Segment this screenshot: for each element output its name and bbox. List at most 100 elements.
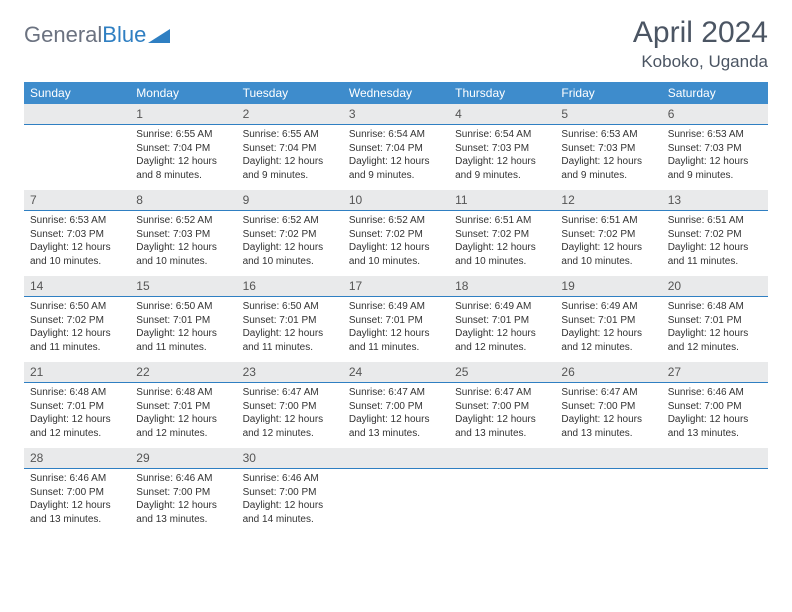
day-number: 28 — [24, 448, 130, 469]
calendar-cell: 15Sunrise: 6:50 AMSunset: 7:01 PMDayligh… — [130, 276, 236, 362]
detail-line: and 9 minutes. — [455, 169, 549, 183]
day-number — [24, 104, 130, 125]
weekday-header: Friday — [555, 82, 661, 104]
calendar-cell: 17Sunrise: 6:49 AMSunset: 7:01 PMDayligh… — [343, 276, 449, 362]
day-number: 29 — [130, 448, 236, 469]
detail-line: Sunrise: 6:47 AM — [561, 386, 655, 400]
detail-line: Sunrise: 6:52 AM — [243, 214, 337, 228]
day-number: 21 — [24, 362, 130, 383]
calendar-row: 7Sunrise: 6:53 AMSunset: 7:03 PMDaylight… — [24, 190, 768, 276]
calendar-cell: 18Sunrise: 6:49 AMSunset: 7:01 PMDayligh… — [449, 276, 555, 362]
detail-line: Sunset: 7:02 PM — [349, 228, 443, 242]
calendar-cell — [555, 448, 661, 534]
day-number: 1 — [130, 104, 236, 125]
detail-line: Sunrise: 6:47 AM — [243, 386, 337, 400]
calendar-cell: 10Sunrise: 6:52 AMSunset: 7:02 PMDayligh… — [343, 190, 449, 276]
detail-line: Sunset: 7:00 PM — [561, 400, 655, 414]
day-details: Sunrise: 6:46 AMSunset: 7:00 PMDaylight:… — [130, 469, 236, 532]
calendar-row: 14Sunrise: 6:50 AMSunset: 7:02 PMDayligh… — [24, 276, 768, 362]
detail-line: Daylight: 12 hours — [561, 413, 655, 427]
day-details: Sunrise: 6:51 AMSunset: 7:02 PMDaylight:… — [662, 211, 768, 274]
day-details: Sunrise: 6:54 AMSunset: 7:04 PMDaylight:… — [343, 125, 449, 188]
weekday-header-row: Sunday Monday Tuesday Wednesday Thursday… — [24, 82, 768, 104]
calendar-cell: 29Sunrise: 6:46 AMSunset: 7:00 PMDayligh… — [130, 448, 236, 534]
day-details: Sunrise: 6:46 AMSunset: 7:00 PMDaylight:… — [24, 469, 130, 532]
detail-line: and 10 minutes. — [349, 255, 443, 269]
day-details — [343, 469, 449, 478]
day-details — [662, 469, 768, 478]
detail-line: Sunset: 7:01 PM — [136, 314, 230, 328]
day-number: 2 — [237, 104, 343, 125]
day-details: Sunrise: 6:49 AMSunset: 7:01 PMDaylight:… — [555, 297, 661, 360]
detail-line: Sunrise: 6:46 AM — [136, 472, 230, 486]
calendar-cell: 22Sunrise: 6:48 AMSunset: 7:01 PMDayligh… — [130, 362, 236, 448]
day-details: Sunrise: 6:49 AMSunset: 7:01 PMDaylight:… — [343, 297, 449, 360]
day-details: Sunrise: 6:46 AMSunset: 7:00 PMDaylight:… — [237, 469, 343, 532]
detail-line: Sunrise: 6:51 AM — [561, 214, 655, 228]
day-number: 17 — [343, 276, 449, 297]
calendar-cell — [343, 448, 449, 534]
detail-line: Sunset: 7:02 PM — [243, 228, 337, 242]
calendar-cell: 9Sunrise: 6:52 AMSunset: 7:02 PMDaylight… — [237, 190, 343, 276]
calendar-cell: 4Sunrise: 6:54 AMSunset: 7:03 PMDaylight… — [449, 104, 555, 190]
detail-line: Sunset: 7:02 PM — [561, 228, 655, 242]
calendar-cell: 12Sunrise: 6:51 AMSunset: 7:02 PMDayligh… — [555, 190, 661, 276]
weekday-header: Saturday — [662, 82, 768, 104]
detail-line: Daylight: 12 hours — [136, 413, 230, 427]
calendar-row: 1Sunrise: 6:55 AMSunset: 7:04 PMDaylight… — [24, 104, 768, 190]
calendar-body: 1Sunrise: 6:55 AMSunset: 7:04 PMDaylight… — [24, 104, 768, 534]
day-details: Sunrise: 6:52 AMSunset: 7:02 PMDaylight:… — [343, 211, 449, 274]
title-block: April 2024 Koboko, Uganda — [633, 16, 768, 72]
detail-line: Daylight: 12 hours — [136, 155, 230, 169]
calendar-cell: 1Sunrise: 6:55 AMSunset: 7:04 PMDaylight… — [130, 104, 236, 190]
calendar-cell: 5Sunrise: 6:53 AMSunset: 7:03 PMDaylight… — [555, 104, 661, 190]
detail-line: and 12 minutes. — [243, 427, 337, 441]
detail-line: Daylight: 12 hours — [455, 241, 549, 255]
detail-line: Daylight: 12 hours — [136, 327, 230, 341]
day-details — [555, 469, 661, 478]
detail-line: Sunset: 7:00 PM — [30, 486, 124, 500]
detail-line: Sunrise: 6:46 AM — [30, 472, 124, 486]
day-details — [24, 125, 130, 134]
detail-line: Sunrise: 6:53 AM — [30, 214, 124, 228]
detail-line: Sunset: 7:03 PM — [561, 142, 655, 156]
weekday-header: Tuesday — [237, 82, 343, 104]
day-details: Sunrise: 6:47 AMSunset: 7:00 PMDaylight:… — [343, 383, 449, 446]
day-number: 3 — [343, 104, 449, 125]
detail-line: Sunrise: 6:50 AM — [136, 300, 230, 314]
detail-line: Sunset: 7:02 PM — [668, 228, 762, 242]
weekday-header: Sunday — [24, 82, 130, 104]
detail-line: Sunrise: 6:53 AM — [668, 128, 762, 142]
detail-line: and 13 minutes. — [561, 427, 655, 441]
detail-line: and 9 minutes. — [668, 169, 762, 183]
detail-line: and 12 minutes. — [668, 341, 762, 355]
calendar-cell: 13Sunrise: 6:51 AMSunset: 7:02 PMDayligh… — [662, 190, 768, 276]
day-number — [449, 448, 555, 469]
day-number: 11 — [449, 190, 555, 211]
detail-line: Sunrise: 6:48 AM — [668, 300, 762, 314]
detail-line: and 13 minutes. — [455, 427, 549, 441]
day-number: 8 — [130, 190, 236, 211]
detail-line: Sunset: 7:00 PM — [243, 400, 337, 414]
detail-line: Sunset: 7:03 PM — [136, 228, 230, 242]
calendar-cell: 8Sunrise: 6:52 AMSunset: 7:03 PMDaylight… — [130, 190, 236, 276]
calendar-cell — [662, 448, 768, 534]
weekday-header: Wednesday — [343, 82, 449, 104]
day-details: Sunrise: 6:53 AMSunset: 7:03 PMDaylight:… — [24, 211, 130, 274]
detail-line: and 13 minutes. — [668, 427, 762, 441]
calendar-cell: 23Sunrise: 6:47 AMSunset: 7:00 PMDayligh… — [237, 362, 343, 448]
detail-line: and 11 minutes. — [136, 341, 230, 355]
detail-line: Sunset: 7:01 PM — [561, 314, 655, 328]
detail-line: and 11 minutes. — [30, 341, 124, 355]
day-details: Sunrise: 6:53 AMSunset: 7:03 PMDaylight:… — [662, 125, 768, 188]
calendar-cell: 30Sunrise: 6:46 AMSunset: 7:00 PMDayligh… — [237, 448, 343, 534]
day-details: Sunrise: 6:50 AMSunset: 7:01 PMDaylight:… — [130, 297, 236, 360]
day-details: Sunrise: 6:53 AMSunset: 7:03 PMDaylight:… — [555, 125, 661, 188]
detail-line: Sunrise: 6:48 AM — [136, 386, 230, 400]
day-number: 18 — [449, 276, 555, 297]
detail-line: Daylight: 12 hours — [30, 327, 124, 341]
detail-line: and 11 minutes. — [243, 341, 337, 355]
detail-line: Daylight: 12 hours — [349, 155, 443, 169]
detail-line: Daylight: 12 hours — [30, 499, 124, 513]
calendar-cell: 27Sunrise: 6:46 AMSunset: 7:00 PMDayligh… — [662, 362, 768, 448]
